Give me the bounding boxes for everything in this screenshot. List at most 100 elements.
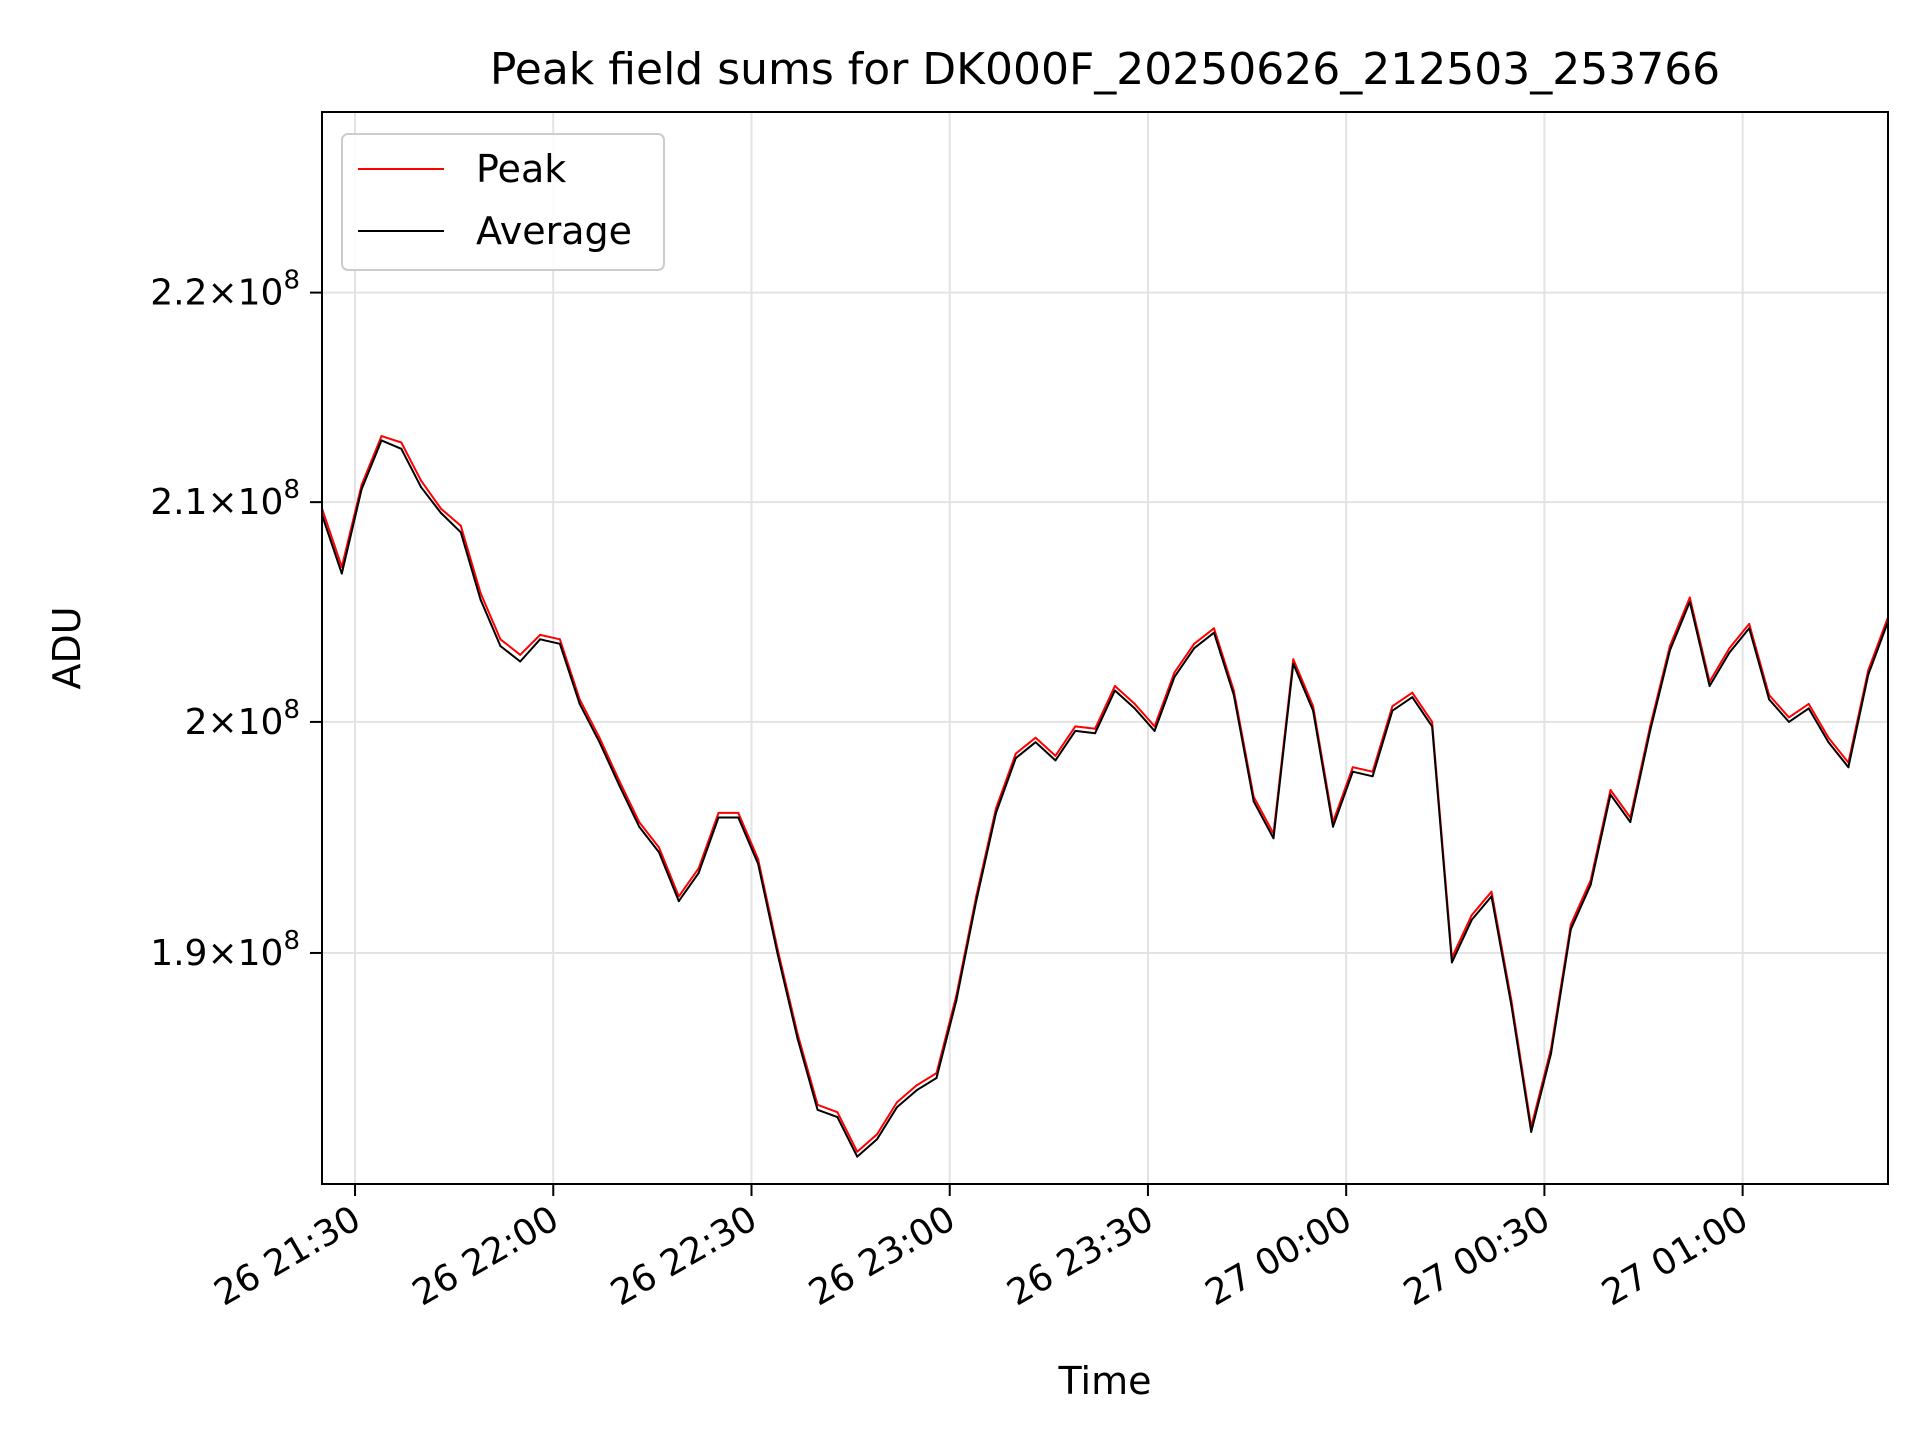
- data-point: [439, 507, 442, 510]
- data-point: [360, 488, 363, 491]
- data-point: [1787, 720, 1790, 723]
- data-point: [1827, 741, 1830, 744]
- data-point: [1431, 720, 1434, 723]
- y-tick-label: 2.1×108: [150, 475, 300, 523]
- data-point: [479, 592, 482, 595]
- y-tick-exponent: 8: [283, 475, 300, 505]
- data-point: [340, 572, 343, 575]
- y-tick-times-sign: ×10: [207, 702, 283, 743]
- data-point: [1371, 775, 1374, 778]
- data-point: [1411, 691, 1414, 694]
- data-point: [1668, 649, 1671, 652]
- data-point: [955, 999, 958, 1002]
- data-point: [975, 900, 978, 903]
- data-point: [1252, 800, 1255, 803]
- grid: [322, 112, 1888, 1184]
- data-point: [658, 846, 660, 849]
- data-point: [1193, 642, 1196, 645]
- data-point: [539, 633, 542, 636]
- data-point: [459, 524, 462, 527]
- data-point: [439, 511, 442, 514]
- data-point: [519, 653, 522, 656]
- y-tick-times-sign: ×10: [207, 933, 283, 974]
- data-point: [1014, 752, 1017, 755]
- data-point: [1510, 1004, 1513, 1007]
- data-point: [1847, 766, 1850, 769]
- y-tick-label: 2.2×108: [150, 266, 300, 314]
- data-point: [1054, 759, 1057, 762]
- data-point: [1232, 694, 1235, 696]
- data-point: [1351, 766, 1354, 769]
- data-point: [1530, 1130, 1533, 1133]
- data-point: [995, 811, 997, 814]
- data-point: [856, 1150, 859, 1153]
- data-point: [836, 1116, 839, 1119]
- data-point: [757, 858, 760, 861]
- legend: Peak Average: [341, 133, 665, 271]
- data-point: [1470, 914, 1473, 917]
- data-point: [598, 736, 601, 739]
- data-point: [1312, 709, 1315, 712]
- series-lines: [321, 435, 1889, 1158]
- x-axis-label: Time: [1058, 1359, 1152, 1403]
- data-point: [499, 638, 502, 641]
- data-point: [1569, 928, 1572, 931]
- data-point: [558, 642, 561, 645]
- data-point: [1213, 627, 1215, 630]
- data-point: [420, 479, 423, 482]
- data-point: [895, 1101, 898, 1104]
- data-point: [1688, 600, 1691, 603]
- data-point: [598, 741, 601, 744]
- data-point: [1768, 698, 1771, 701]
- plot-frame: [321, 111, 1889, 1185]
- data-point: [1490, 895, 1493, 898]
- data-point: [856, 1155, 859, 1158]
- data-point: [380, 435, 383, 438]
- data-point: [400, 447, 403, 450]
- y-tick-exponent: 8: [283, 695, 300, 725]
- data-point: [796, 1038, 799, 1041]
- data-point: [1113, 685, 1116, 687]
- data-point: [895, 1106, 898, 1109]
- data-point: [1391, 709, 1394, 712]
- y-tick-exponent: 8: [283, 926, 300, 956]
- data-point: [578, 702, 581, 705]
- data-point: [1807, 707, 1810, 710]
- data-point: [876, 1138, 878, 1141]
- data-point: [1094, 727, 1097, 730]
- legend-label: Peak: [476, 147, 566, 191]
- data-point: [1827, 736, 1830, 739]
- data-point: [1153, 729, 1156, 732]
- data-point: [1113, 689, 1116, 692]
- data-point: [737, 816, 740, 819]
- chart-title: Peak field sums for DK000F_20250626_2125…: [490, 44, 1720, 95]
- data-point: [1034, 736, 1037, 739]
- data-point: [1450, 961, 1453, 964]
- data-point: [658, 851, 660, 854]
- data-point: [677, 900, 680, 903]
- data-point: [1213, 631, 1215, 634]
- data-point: [1094, 732, 1097, 735]
- y-tick-mantissa: 2.1: [150, 482, 207, 523]
- data-point: [915, 1089, 918, 1092]
- data-point: [1173, 676, 1176, 679]
- data-point: [1351, 770, 1354, 773]
- data-point: [1391, 705, 1394, 708]
- data-point: [420, 486, 423, 489]
- data-point: [1668, 645, 1671, 647]
- data-point: [1728, 651, 1731, 654]
- data-point: [1629, 821, 1632, 824]
- data-point: [1173, 671, 1176, 674]
- data-point: [1649, 729, 1652, 732]
- data-point: [1589, 883, 1592, 886]
- data-point: [1787, 716, 1790, 719]
- data-point: [1609, 793, 1612, 796]
- data-point: [1133, 707, 1136, 710]
- data-point: [1272, 837, 1275, 840]
- data-point: [1074, 729, 1077, 732]
- data-point: [1014, 757, 1017, 760]
- data-point: [1292, 658, 1295, 661]
